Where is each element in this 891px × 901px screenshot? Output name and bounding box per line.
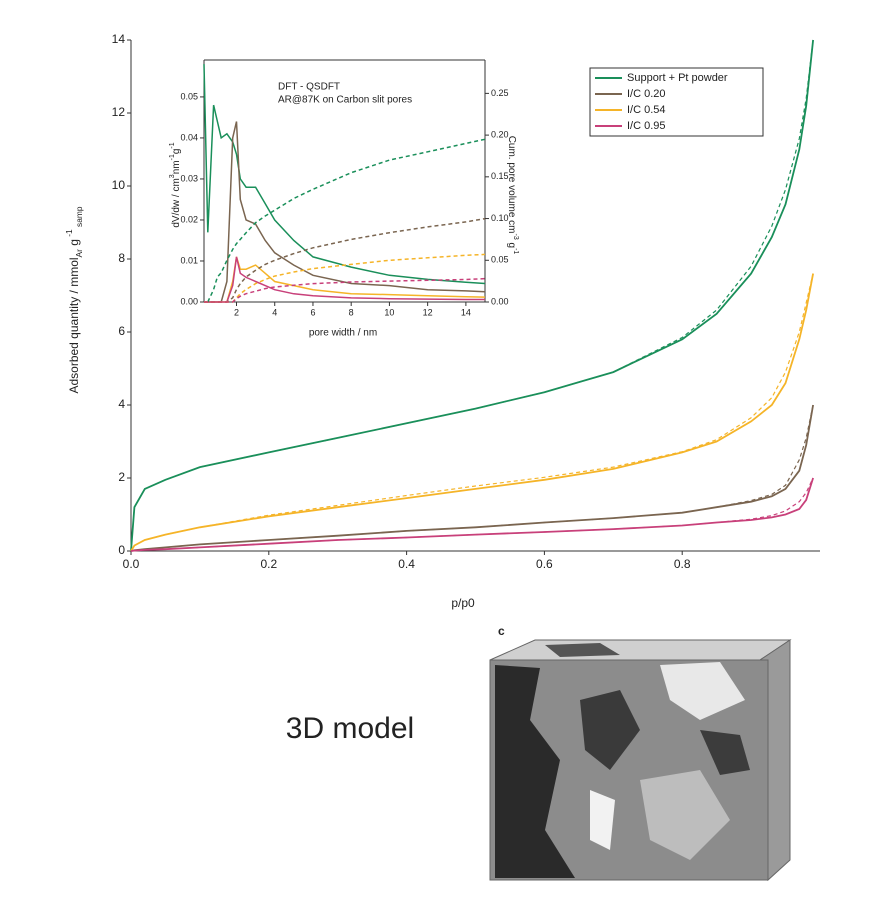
y2-tick-label: 0.00 xyxy=(491,296,509,306)
legend-label: I/C 0.95 xyxy=(627,120,666,132)
legend-label: I/C 0.54 xyxy=(627,104,666,116)
label-part: g xyxy=(67,239,81,249)
x-tick-label: 0.6 xyxy=(536,557,553,571)
y-tick-label: 0 xyxy=(118,543,125,557)
caption: 3D model xyxy=(286,712,414,745)
y-tick-label: 6 xyxy=(118,324,125,338)
y2-tick-label: 0.20 xyxy=(491,129,509,139)
inset-chart: 2 4 6 8 10 12 14 0.00 0.01 0.02 0.03 0.04 0.05 0.00 0.… xyxy=(180,59,509,317)
x-axis-label: p/p0 xyxy=(451,596,475,610)
pore xyxy=(640,770,730,860)
label-part: Adsorbed quantity / mmol xyxy=(67,257,81,393)
data-line xyxy=(203,64,486,285)
label-part: g xyxy=(171,149,182,155)
cumulative-line xyxy=(207,138,486,303)
inset-background xyxy=(204,60,485,302)
y-tick-label: 0.00 xyxy=(180,296,198,306)
y-tick-label: 12 xyxy=(112,105,126,119)
label-part: dV/dw / cm xyxy=(171,178,182,227)
label-part: Cum. pore volume cm xyxy=(506,136,517,234)
y-tick-label: 0.02 xyxy=(180,214,198,224)
y-tick-label: 2 xyxy=(118,470,125,484)
inset-y-label: dV/dw / cm3nm-1g-1 xyxy=(169,142,181,227)
data-line xyxy=(130,273,814,552)
x-tick-label: 12 xyxy=(423,307,433,317)
label-part: Ar xyxy=(74,249,84,258)
legend-label: Support + Pt powder xyxy=(627,72,728,84)
x-tick-label: 14 xyxy=(461,307,471,317)
pore xyxy=(660,662,745,720)
x-tick-label: 2 xyxy=(234,307,239,317)
pore xyxy=(590,790,615,850)
y-tick-label: 14 xyxy=(112,32,126,46)
fit-line xyxy=(130,404,814,552)
x-tick-label: 4 xyxy=(272,307,277,317)
y-tick-label: 0.05 xyxy=(180,91,198,101)
x-tick-label: 10 xyxy=(384,307,394,317)
panel-label: c xyxy=(498,624,505,638)
y-tick-label: 0.03 xyxy=(180,173,198,183)
y-tick-label: 10 xyxy=(112,178,126,192)
y2-tick-label: 0.10 xyxy=(491,213,509,223)
pore xyxy=(700,730,750,775)
data-line xyxy=(130,477,814,552)
legend-label: I/C 0.20 xyxy=(627,88,666,100)
label-part: g xyxy=(506,240,517,248)
y-tick-label: 0.01 xyxy=(180,255,198,265)
cube-top xyxy=(489,639,792,661)
inset-x-label: pore width / nm xyxy=(309,328,377,339)
inset-y2-label: Cum. pore volume cm-3 g-1 xyxy=(506,136,518,255)
legend-box xyxy=(589,67,764,137)
x-tick-label: 0.2 xyxy=(260,557,277,571)
label-part: -3 xyxy=(512,234,519,240)
y-axis-label: Adsorbed quantity / mmolAr g -1 samp xyxy=(64,206,84,393)
y2-tick-label: 0.05 xyxy=(491,255,509,265)
inset-labels: dV/dw / cm3nm-1g-1 Cum. pore volume cm-3… xyxy=(169,82,518,339)
label-part: 3 xyxy=(169,174,176,178)
label-part: -1 xyxy=(169,142,176,148)
label-part: nm xyxy=(171,160,182,174)
pore xyxy=(580,690,640,770)
main-chart: 0.0 0.2 0.4 0.6 0.8 0 2 4 6 8 10 12 14 Support + Pt p… xyxy=(112,32,820,571)
y-tick-label: 8 xyxy=(118,251,125,265)
label-part: -1 xyxy=(512,248,519,254)
x-tick-label: 0.0 xyxy=(123,557,140,571)
y-tick-label: 0.04 xyxy=(180,132,198,142)
x-tick-label: 8 xyxy=(349,307,354,317)
x-tick-label: 6 xyxy=(310,307,315,317)
x-tick-label: 0.4 xyxy=(398,557,415,571)
fit-line xyxy=(130,273,814,552)
y2-tick-label: 0.25 xyxy=(491,88,509,98)
y-tick-label: 4 xyxy=(118,397,125,411)
annotation: DFT - QSDFT xyxy=(278,82,340,93)
3d-model-image xyxy=(489,639,792,882)
x-tick-label: 0.8 xyxy=(674,557,691,571)
pore xyxy=(495,665,575,878)
data-line xyxy=(130,39,814,552)
cumulative-line xyxy=(204,277,486,303)
annotation: AR@87K on Carbon slit pores xyxy=(278,95,412,106)
label-part: -1 xyxy=(64,229,74,239)
pore xyxy=(545,643,620,657)
label-part: -1 xyxy=(169,154,176,160)
legend: Support + Pt powder I/C 0.20 I/C 0.54 I/C 0… xyxy=(589,67,764,137)
data-line xyxy=(130,404,814,552)
label-part: samp xyxy=(74,206,84,229)
y2-tick-label: 0.15 xyxy=(491,171,509,181)
